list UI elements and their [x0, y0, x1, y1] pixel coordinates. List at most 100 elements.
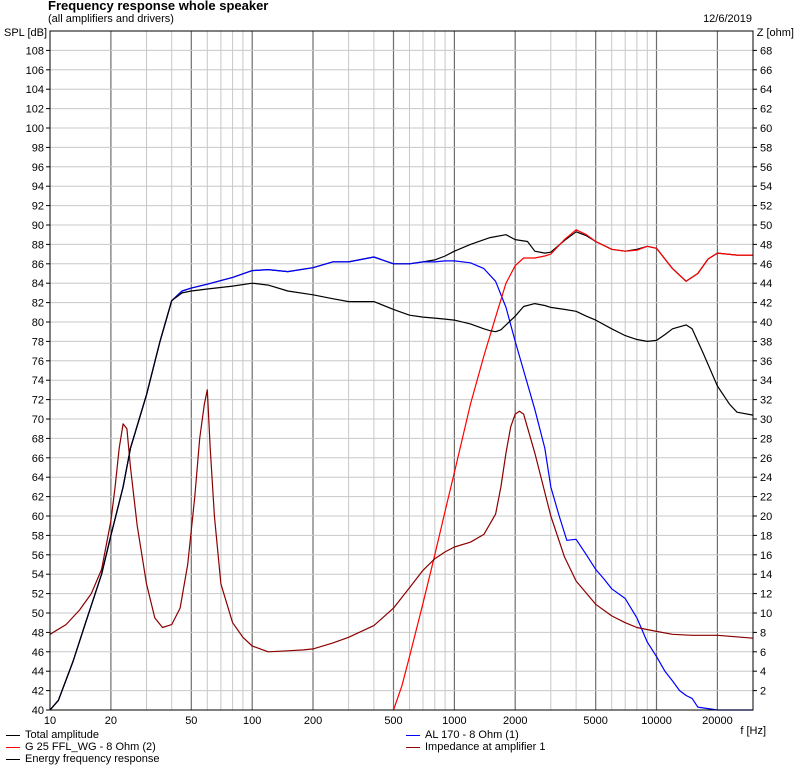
- y2-tick-label: 60: [760, 123, 772, 135]
- y2-tick-label: 42: [760, 298, 772, 310]
- y-tick-label: 72: [32, 395, 44, 407]
- y-tick-label: 74: [32, 375, 44, 387]
- y2-tick-label: 44: [760, 278, 772, 290]
- y-tick-label: 48: [32, 627, 44, 639]
- plot-frame: [49, 30, 754, 711]
- y-tick-label: 44: [32, 666, 44, 678]
- y2-tick-label: 56: [760, 162, 772, 174]
- legend-swatch: [406, 746, 420, 748]
- x-axis-label: f [Hz]: [740, 725, 766, 737]
- x-tick-label: 50: [185, 715, 197, 727]
- x-tick-label: 20000: [702, 715, 733, 727]
- y-tick-label: 88: [32, 239, 44, 251]
- y2-tick-label: 18: [760, 530, 772, 542]
- y-axis-label: SPL [dB]: [4, 27, 48, 39]
- y-tick-label: 82: [32, 298, 44, 310]
- y2-tick-label: 52: [760, 201, 772, 213]
- x-tick-label: 5000: [583, 715, 607, 727]
- legend-label: Energy frequency response: [25, 753, 160, 765]
- y2-tick-label: 20: [760, 511, 772, 523]
- series-line-3: [49, 389, 754, 653]
- y-tick-label: 108: [26, 45, 44, 57]
- y2-tick-label: 48: [760, 239, 772, 251]
- y-tick-label: 58: [32, 530, 44, 542]
- y-tick-label: 104: [26, 84, 44, 96]
- y2-tick-label: 2: [760, 686, 766, 698]
- chart-date: 12/6/2019: [703, 13, 752, 25]
- y2-tick-label: 58: [760, 142, 772, 154]
- y2-tick-label: 30: [760, 414, 772, 426]
- legend-swatch: [6, 758, 20, 760]
- y-tick-label: 80: [32, 317, 44, 329]
- y-tick-label: 98: [32, 142, 44, 154]
- y-tick-label: 42: [32, 686, 44, 698]
- legend-label: Total amplitude: [25, 729, 99, 741]
- y-tick-label: 70: [32, 414, 44, 426]
- y-tick-label: 76: [32, 356, 44, 368]
- tick-labels: 4042444648505254565860626466687072747678…: [26, 45, 773, 727]
- y-tick-label: 102: [26, 104, 44, 116]
- y-tick-label: 66: [32, 453, 44, 465]
- y-tick-label: 94: [32, 181, 44, 193]
- y2-tick-label: 28: [760, 433, 772, 445]
- y-tick-label: 96: [32, 162, 44, 174]
- y2-tick-label: 50: [760, 220, 772, 232]
- legend-swatch: [6, 734, 20, 736]
- legend-label: G 25 FFL_WG - 8 Ohm (2): [25, 741, 156, 753]
- curves: [49, 229, 754, 711]
- x-tick-label: 500: [384, 715, 402, 727]
- y2-tick-label: 10: [760, 608, 772, 620]
- y-tick-label: 46: [32, 647, 44, 659]
- y-tick-label: 84: [32, 278, 44, 290]
- legend-total-amplitude: Total amplitude: [6, 729, 99, 741]
- y2-tick-label: 40: [760, 317, 772, 329]
- series-line-4: [49, 282, 754, 711]
- y-tick-label: 60: [32, 511, 44, 523]
- x-tick-label: 10000: [641, 715, 672, 727]
- y-tick-label: 90: [32, 220, 44, 232]
- y2-tick-label: 22: [760, 492, 772, 504]
- x-tick-label: 2000: [503, 715, 527, 727]
- y2-tick-label: 34: [760, 375, 772, 387]
- y2-tick-label: 24: [760, 472, 772, 484]
- y2-tick-label: 16: [760, 550, 772, 562]
- y2-tick-label: 62: [760, 104, 772, 116]
- y-tick-label: 68: [32, 433, 44, 445]
- y-tick-label: 86: [32, 259, 44, 271]
- legend-swatch: [6, 746, 20, 748]
- y-tick-label: 40: [32, 705, 44, 717]
- y2-tick-label: 36: [760, 356, 772, 368]
- y-tick-label: 54: [32, 569, 44, 581]
- legend-energy: Energy frequency response: [6, 753, 160, 765]
- y2-tick-label: 64: [760, 84, 772, 96]
- legend-al170: AL 170 - 8 Ohm (1): [406, 729, 519, 741]
- x-tick-label: 200: [304, 715, 322, 727]
- y-tick-label: 64: [32, 472, 44, 484]
- legend-label: Impedance at amplifier 1: [425, 741, 546, 753]
- y-tick-label: 100: [26, 123, 44, 135]
- x-tick-label: 20: [105, 715, 117, 727]
- y-tick-label: 106: [26, 65, 44, 77]
- y-tick-label: 56: [32, 550, 44, 562]
- series-line-2: [392, 229, 753, 711]
- chart-subtitle: (all amplifiers and drivers): [48, 13, 174, 25]
- y-tick-label: 62: [32, 492, 44, 504]
- y2-tick-label: 12: [760, 589, 772, 601]
- y-tick-label: 52: [32, 589, 44, 601]
- y2-tick-label: 32: [760, 395, 772, 407]
- x-tick-label: 100: [243, 715, 261, 727]
- x-tick-label: 10: [44, 715, 56, 727]
- y2-tick-label: 66: [760, 65, 772, 77]
- x-tick-label: 1000: [442, 715, 466, 727]
- y2-tick-label: 26: [760, 453, 772, 465]
- y2-tick-label: 6: [760, 647, 766, 659]
- y2-tick-label: 68: [760, 45, 772, 57]
- y2-tick-label: 14: [760, 569, 772, 581]
- legend-swatch: [406, 734, 420, 736]
- grid-lines: [50, 31, 753, 711]
- y2-tick-label: 46: [760, 259, 772, 271]
- y2-tick-label: 54: [760, 181, 772, 193]
- legend-label: AL 170 - 8 Ohm (1): [425, 729, 519, 741]
- y-tick-label: 50: [32, 608, 44, 620]
